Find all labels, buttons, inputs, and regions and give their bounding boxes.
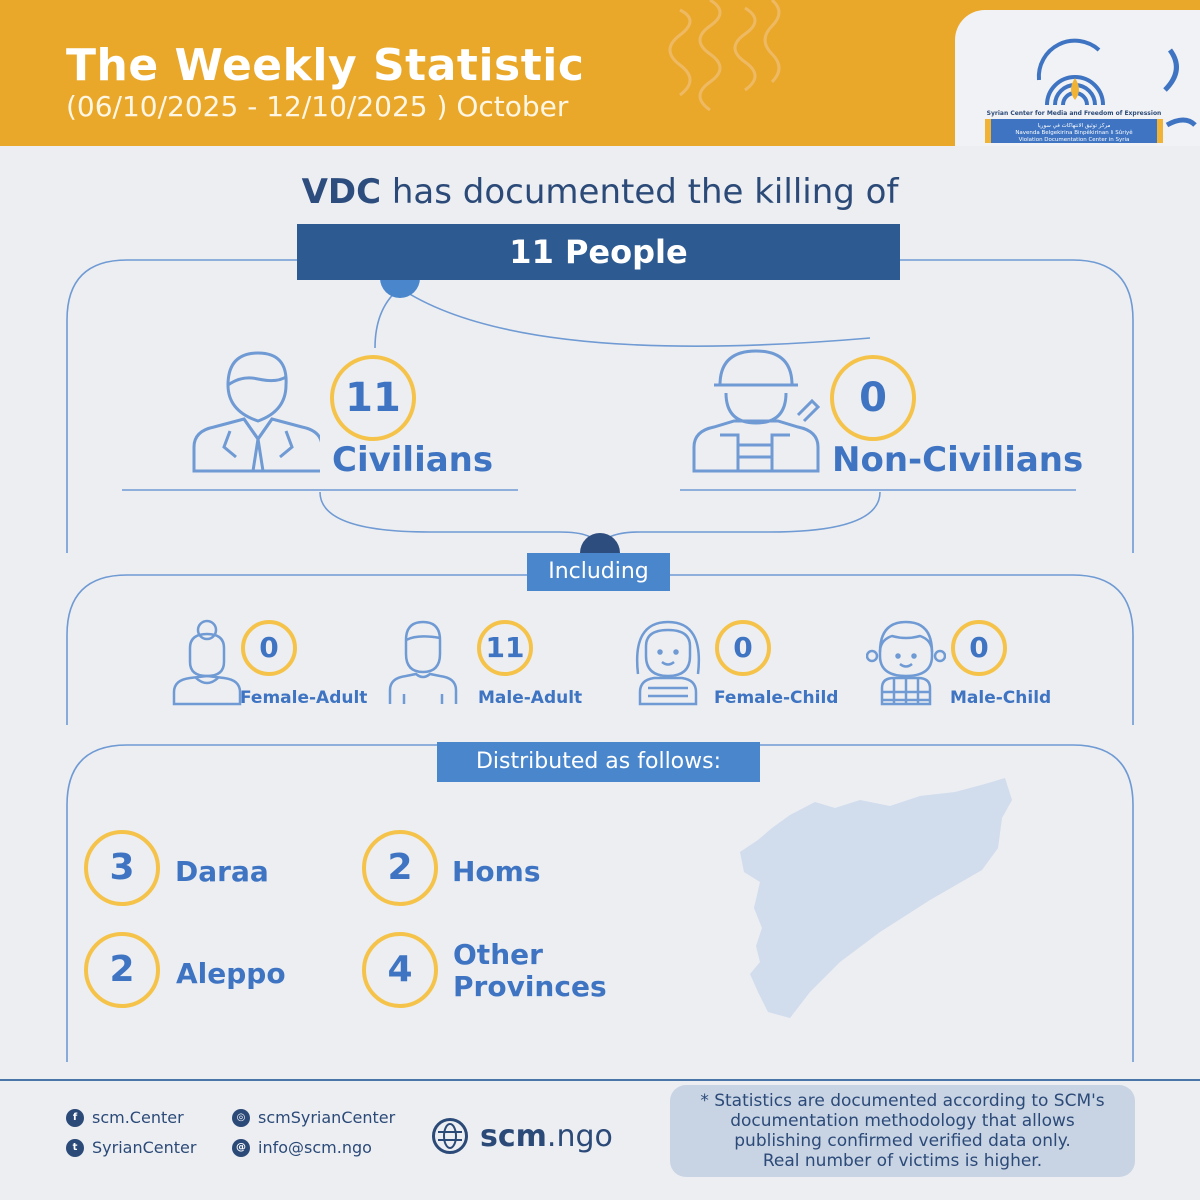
facebook-icon: f	[66, 1108, 84, 1127]
non-civilians-count: 0	[830, 355, 916, 441]
logo-org-name: Syrian Center for Media and Freedom of E…	[986, 110, 1162, 117]
note-line-1: * Statistics are documented according to…	[700, 1091, 1105, 1111]
female-child-label: Female-Child	[714, 688, 839, 708]
instagram-handle: scmSyrianCenter	[258, 1108, 396, 1127]
twitter-handle: SyrianCenter	[92, 1138, 197, 1157]
logo-kurdish-name: Navenda Belgekirina Binpêkirinan li Sûri…	[1015, 130, 1133, 136]
globe-icon	[432, 1118, 468, 1154]
other-provinces-line2: Provinces	[453, 970, 607, 1003]
facebook-link[interactable]: f scm.Center	[66, 1108, 184, 1127]
female-child-icon	[635, 620, 701, 706]
other-provinces-label: Other Provinces	[453, 939, 607, 1003]
civilian-icon	[192, 351, 320, 473]
note-line-3: publishing confirmed verified data only.	[734, 1131, 1071, 1151]
syria-map-icon	[740, 778, 1012, 1018]
aleppo-label: Aleppo	[176, 957, 286, 990]
header-banner: The Weekly Statistic (06/10/2025 - 12/10…	[0, 0, 1200, 146]
civilians-label: Civilians	[332, 440, 494, 480]
male-adult-label: Male-Adult	[478, 688, 583, 708]
total-killed-box: 11 People	[297, 224, 900, 280]
headline-org: VDC	[301, 172, 382, 212]
civilians-count: 11	[330, 355, 416, 441]
non-civilian-icon	[692, 349, 820, 473]
instagram-link[interactable]: ◎ scmSyrianCenter	[232, 1108, 395, 1127]
logo-card: Syrian Center for Media and Freedom of E…	[955, 10, 1200, 146]
male-adult-icon	[388, 620, 458, 704]
email-address: info@scm.ngo	[258, 1138, 372, 1157]
twitter-link[interactable]: t SyrianCenter	[66, 1138, 196, 1157]
male-child-icon	[866, 620, 946, 706]
website-tld: .ngo	[546, 1118, 613, 1154]
female-adult-count: 0	[241, 620, 297, 676]
twitter-icon: t	[66, 1138, 84, 1157]
daraa-count: 3	[84, 830, 160, 906]
distribution-heading: Distributed as follows:	[437, 742, 760, 782]
facebook-handle: scm.Center	[92, 1108, 184, 1127]
headline: VDC has documented the killing of	[0, 172, 1200, 212]
page-title: The Weekly Statistic	[66, 40, 585, 91]
headline-text: has documented the killing of	[381, 172, 899, 212]
email-link[interactable]: @ info@scm.ngo	[232, 1138, 372, 1157]
email-icon: @	[232, 1138, 250, 1157]
vdc-logo-icon	[1036, 38, 1197, 128]
male-child-count: 0	[951, 620, 1007, 676]
website-domain: scm	[480, 1118, 547, 1154]
daraa-label: Daraa	[175, 855, 269, 888]
note-line-2: documentation methodology that allows	[730, 1111, 1075, 1131]
instagram-icon: ◎	[232, 1108, 250, 1127]
decorative-pattern	[668, 0, 781, 112]
female-child-count: 0	[715, 620, 771, 676]
including-heading: Including	[527, 553, 670, 591]
aleppo-count: 2	[84, 932, 160, 1008]
methodology-note: * Statistics are documented according to…	[670, 1085, 1135, 1177]
other-provinces-line1: Other	[453, 938, 543, 971]
note-line-4: Real number of victims is higher.	[762, 1151, 1043, 1171]
male-child-label: Male-Child	[950, 688, 1052, 708]
female-adult-icon	[172, 619, 242, 706]
website-link[interactable]: scm.ngo	[432, 1118, 613, 1154]
logo-english-name: Violation Documentation Center in Syria	[1018, 137, 1130, 143]
homs-label: Homs	[452, 855, 541, 888]
male-adult-count: 11	[477, 620, 533, 676]
date-range: (06/10/2025 - 12/10/2025 ) October	[66, 90, 569, 123]
homs-count: 2	[362, 830, 438, 906]
female-adult-label: Female-Adult	[240, 688, 368, 708]
non-civilians-label: Non-Civilians	[832, 440, 1084, 480]
logo-bar: مركز توثيق الانتهاكات في سوريا Navenda B…	[985, 119, 1163, 143]
other-provinces-count: 4	[362, 932, 438, 1008]
logo-arabic-name: مركز توثيق الانتهاكات في سوريا	[1037, 123, 1111, 129]
